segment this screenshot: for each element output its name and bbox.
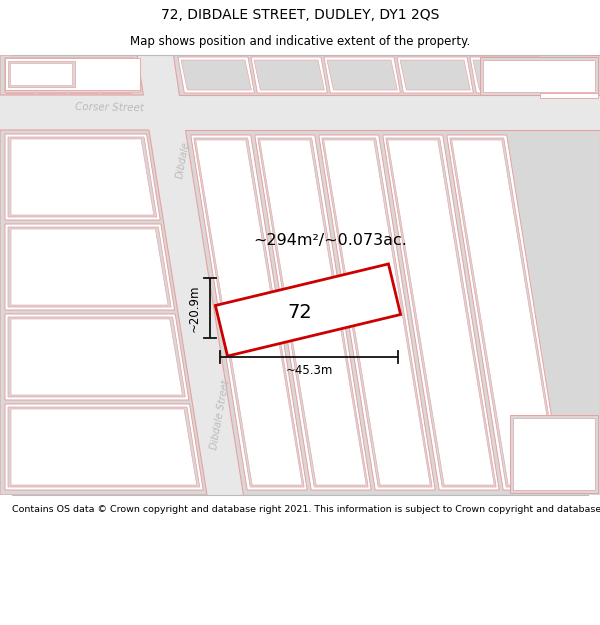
- Polygon shape: [322, 138, 432, 487]
- Polygon shape: [11, 139, 154, 215]
- Polygon shape: [8, 61, 75, 87]
- Polygon shape: [480, 57, 598, 95]
- Polygon shape: [5, 224, 175, 310]
- Text: Dibdale Street: Dibdale Street: [209, 379, 231, 451]
- Polygon shape: [397, 57, 473, 93]
- Polygon shape: [400, 60, 470, 90]
- Polygon shape: [386, 138, 496, 487]
- Polygon shape: [178, 57, 254, 93]
- Polygon shape: [383, 135, 499, 490]
- Polygon shape: [5, 70, 60, 79]
- Polygon shape: [194, 138, 304, 487]
- Polygon shape: [255, 135, 371, 490]
- Polygon shape: [173, 55, 600, 95]
- Text: 72: 72: [287, 302, 313, 321]
- Polygon shape: [513, 418, 595, 490]
- Polygon shape: [11, 319, 182, 395]
- Polygon shape: [5, 58, 140, 92]
- Polygon shape: [483, 60, 595, 92]
- Text: ~45.3m: ~45.3m: [286, 364, 332, 378]
- Polygon shape: [473, 60, 544, 90]
- Polygon shape: [215, 264, 401, 356]
- Polygon shape: [196, 140, 302, 485]
- Polygon shape: [251, 57, 328, 93]
- Text: ~294m²/~0.073ac.: ~294m²/~0.073ac.: [253, 232, 407, 248]
- Polygon shape: [5, 404, 203, 490]
- Polygon shape: [510, 415, 598, 493]
- Polygon shape: [5, 314, 189, 400]
- Polygon shape: [450, 138, 560, 487]
- Polygon shape: [324, 57, 400, 93]
- Polygon shape: [191, 135, 307, 490]
- Text: 72, DIBDALE STREET, DUDLEY, DY1 2QS: 72, DIBDALE STREET, DUDLEY, DY1 2QS: [161, 8, 439, 22]
- Polygon shape: [470, 57, 547, 93]
- Polygon shape: [0, 95, 600, 130]
- Polygon shape: [5, 134, 160, 220]
- Polygon shape: [324, 140, 430, 485]
- Polygon shape: [11, 229, 168, 305]
- Text: Dibdale: Dibdale: [175, 141, 191, 179]
- Polygon shape: [8, 317, 185, 397]
- Polygon shape: [8, 407, 200, 487]
- Polygon shape: [452, 140, 558, 485]
- Text: Contains OS data © Crown copyright and database right 2021. This information is : Contains OS data © Crown copyright and d…: [12, 506, 600, 514]
- Polygon shape: [181, 60, 251, 90]
- Polygon shape: [0, 55, 143, 95]
- Polygon shape: [5, 81, 60, 90]
- Polygon shape: [137, 55, 243, 495]
- Polygon shape: [327, 60, 397, 90]
- Polygon shape: [8, 137, 157, 217]
- Polygon shape: [0, 130, 207, 495]
- Polygon shape: [5, 59, 60, 68]
- Polygon shape: [258, 138, 368, 487]
- Polygon shape: [185, 130, 600, 495]
- Polygon shape: [10, 63, 72, 85]
- Polygon shape: [319, 135, 435, 490]
- Polygon shape: [8, 227, 171, 307]
- Polygon shape: [11, 409, 197, 485]
- Text: Map shows position and indicative extent of the property.: Map shows position and indicative extent…: [130, 35, 470, 48]
- Polygon shape: [260, 140, 366, 485]
- Polygon shape: [254, 60, 325, 90]
- Polygon shape: [447, 135, 563, 490]
- Text: ~20.9m: ~20.9m: [187, 284, 200, 332]
- Text: Corser Street: Corser Street: [76, 102, 145, 114]
- Polygon shape: [5, 58, 140, 90]
- Polygon shape: [388, 140, 494, 485]
- Polygon shape: [540, 93, 598, 98]
